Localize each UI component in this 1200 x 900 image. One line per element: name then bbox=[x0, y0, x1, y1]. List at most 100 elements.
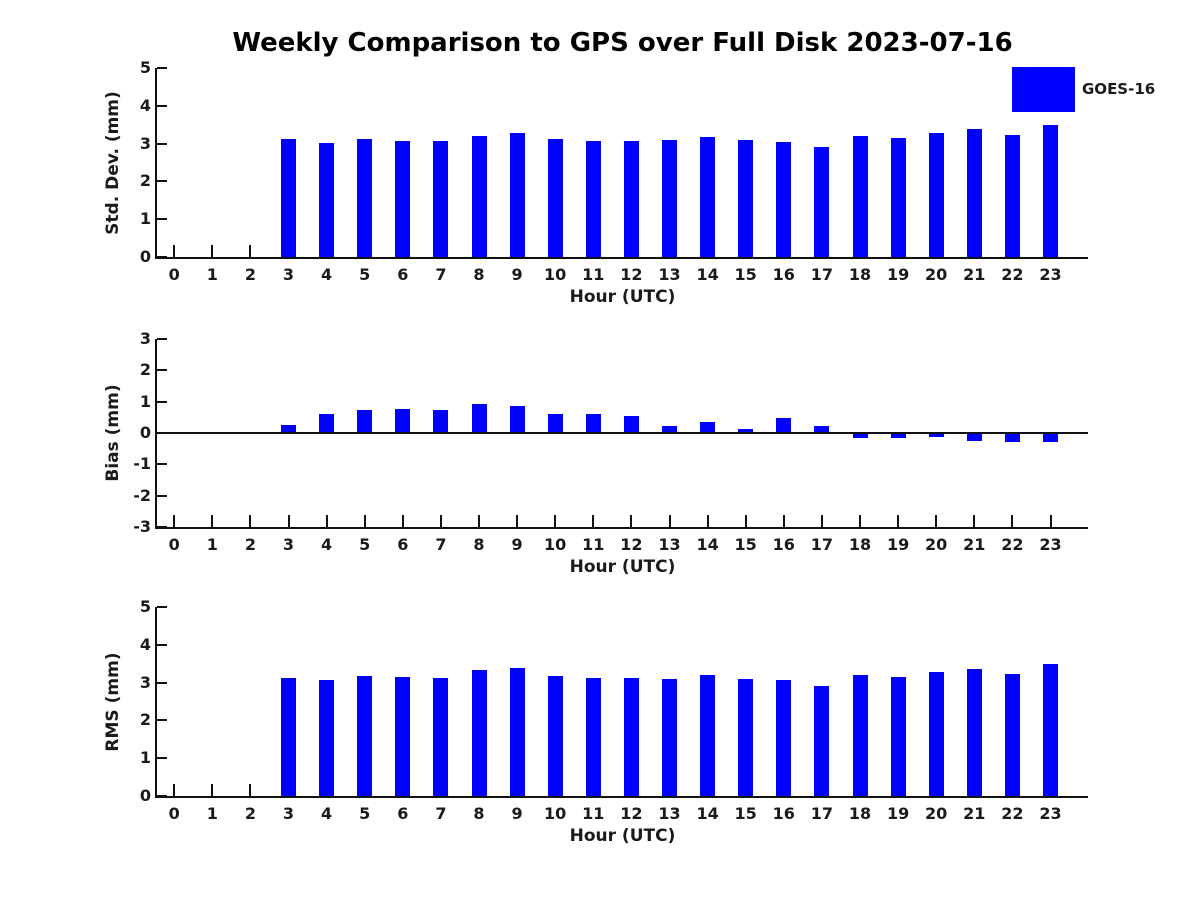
bar-rms-h21 bbox=[966, 668, 982, 796]
bar-rms-h18 bbox=[852, 674, 868, 796]
y-tick-label: 0 bbox=[139, 786, 151, 805]
bar-rms-h8 bbox=[471, 670, 487, 796]
x-tick-label: 5 bbox=[359, 535, 371, 554]
bar-bias-h3 bbox=[281, 425, 296, 433]
x-tick bbox=[249, 245, 252, 257]
x-tick-label: 14 bbox=[696, 535, 719, 554]
bar-std-dev-h20 bbox=[928, 133, 944, 257]
y-tick-label: 5 bbox=[139, 597, 151, 616]
y-tick bbox=[157, 400, 167, 403]
bar-std-dev-h9 bbox=[509, 133, 525, 257]
y-axis-spine bbox=[155, 607, 157, 798]
x-axis-label: Hour (UTC) bbox=[569, 287, 676, 307]
x-tick-label: 23 bbox=[1039, 804, 1062, 823]
bar-std-dev-h8 bbox=[471, 136, 487, 257]
zero-line bbox=[157, 432, 1088, 434]
bar-bias-h18 bbox=[852, 433, 868, 439]
bar-rms-h4 bbox=[319, 679, 335, 796]
x-tick-label: 13 bbox=[658, 535, 681, 554]
x-tick-label: 17 bbox=[810, 265, 834, 284]
x-tick-label: 20 bbox=[925, 265, 948, 284]
x-tick-label: 11 bbox=[582, 535, 605, 554]
x-tick bbox=[478, 515, 480, 527]
y-tick-label: -3 bbox=[133, 517, 151, 536]
x-tick-label: 16 bbox=[772, 265, 795, 284]
y-tick-label: 4 bbox=[139, 634, 151, 654]
bar-std-dev-h12 bbox=[623, 140, 639, 257]
bar-bias-h8 bbox=[471, 403, 487, 433]
bar-std-dev-h14 bbox=[700, 137, 716, 257]
x-tick bbox=[554, 515, 557, 527]
x-tick-label: 19 bbox=[886, 535, 910, 554]
x-tick bbox=[211, 784, 214, 796]
y-tick-label: 4 bbox=[139, 95, 151, 115]
y-tick bbox=[157, 681, 167, 684]
x-tick bbox=[859, 515, 861, 527]
x-tick-label: 15 bbox=[734, 265, 757, 284]
x-tick bbox=[630, 515, 633, 527]
x-tick bbox=[820, 515, 823, 527]
x-tick-label: 1 bbox=[206, 804, 218, 823]
x-tick-label: 5 bbox=[359, 265, 371, 284]
x-tick-label: 0 bbox=[168, 265, 180, 284]
bar-bias-h21 bbox=[966, 433, 982, 441]
bar-rms-h17 bbox=[814, 685, 830, 796]
y-tick-label: 2 bbox=[139, 171, 151, 191]
x-tick-label: 17 bbox=[810, 535, 834, 554]
x-tick-label: 3 bbox=[282, 265, 295, 284]
x-tick bbox=[287, 515, 290, 527]
x-tick-label: 2 bbox=[244, 804, 256, 823]
bar-bias-h17 bbox=[814, 426, 830, 433]
bar-std-dev-h17 bbox=[814, 147, 830, 257]
x-tick-label: 20 bbox=[925, 804, 948, 823]
bar-std-dev-h3 bbox=[281, 139, 296, 257]
x-tick-label: 22 bbox=[1001, 535, 1024, 554]
x-tick bbox=[363, 515, 366, 527]
x-tick-label: 12 bbox=[620, 535, 643, 554]
bar-std-dev-h6 bbox=[395, 140, 411, 257]
y-tick bbox=[157, 719, 167, 722]
x-tick-label: 15 bbox=[734, 535, 757, 554]
x-tick-label: 10 bbox=[544, 804, 567, 823]
y-tick bbox=[157, 606, 167, 608]
bar-bias-h5 bbox=[357, 410, 373, 433]
x-tick bbox=[1011, 515, 1014, 527]
y-tick-label: 1 bbox=[139, 391, 151, 411]
x-tick-label: 8 bbox=[473, 804, 485, 823]
x-tick-label: 6 bbox=[397, 265, 409, 284]
x-tick-label: 7 bbox=[435, 804, 447, 823]
bar-bias-h11 bbox=[585, 413, 601, 433]
bar-std-dev-h23 bbox=[1043, 124, 1058, 257]
y-tick bbox=[157, 369, 167, 372]
bar-std-dev-h15 bbox=[738, 139, 754, 257]
x-tick-label: 21 bbox=[963, 265, 986, 284]
x-tick-label: 18 bbox=[848, 804, 872, 823]
bar-bias-h14 bbox=[700, 422, 716, 433]
x-tick-label: 5 bbox=[359, 804, 371, 823]
x-tick-label: 16 bbox=[772, 535, 795, 554]
x-tick-label: 15 bbox=[734, 804, 757, 823]
bar-std-dev-h21 bbox=[966, 129, 982, 257]
y-tick-label: 1 bbox=[139, 209, 151, 229]
x-tick bbox=[1049, 515, 1052, 527]
x-axis-label: Hour (UTC) bbox=[569, 826, 676, 846]
y-axis-spine bbox=[155, 68, 157, 259]
x-axis-spine bbox=[155, 796, 1088, 798]
y-tick bbox=[157, 494, 167, 497]
x-tick-label: 19 bbox=[886, 804, 910, 823]
bar-bias-h4 bbox=[319, 413, 335, 433]
x-tick-label: 1 bbox=[206, 265, 218, 284]
legend-label: GOES-16 bbox=[1082, 80, 1156, 98]
x-tick bbox=[173, 245, 176, 257]
bar-bias-h7 bbox=[433, 409, 449, 433]
y-tick-label: 2 bbox=[139, 710, 151, 730]
x-tick-label: 14 bbox=[696, 265, 719, 284]
x-tick bbox=[782, 515, 785, 527]
x-tick-label: 23 bbox=[1039, 265, 1062, 284]
x-tick bbox=[439, 515, 442, 527]
y-tick-label: -2 bbox=[133, 485, 151, 505]
y-axis-spine bbox=[155, 339, 157, 529]
y-tick bbox=[157, 218, 167, 221]
